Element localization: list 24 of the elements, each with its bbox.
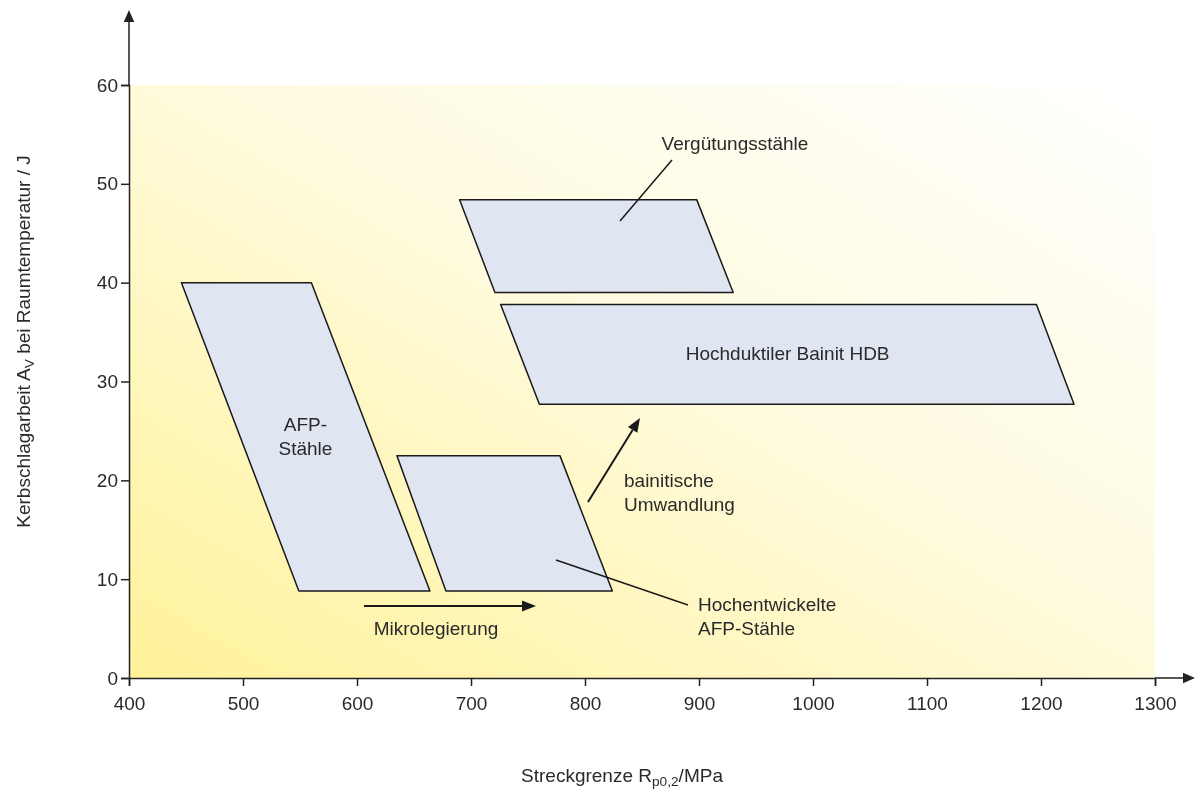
y-tick-label: 40 [96,272,118,294]
x-tick-label: 1300 [1134,692,1177,714]
x-tick-label: 900 [683,692,716,714]
x-tick-label: 1200 [1020,692,1063,714]
series-label: AFP- Stähle [278,413,333,459]
x-tick-label: 1000 [792,692,835,714]
y-tick-label: 0 [107,667,118,689]
y-tick-label: 50 [96,173,118,195]
x-axis-title: Streckgrenze R$_{p0,2}$/MPa [521,765,724,789]
annotation: Hochentwickelte AFP-Stähle [698,594,837,639]
x-tick-label: 1100 [907,692,948,714]
series-label: Hochduktiler Bainit HDB [685,343,890,365]
y-tick-label: 10 [96,568,118,590]
x-tick-label: 500 [227,692,260,714]
annotation: Mikrolegierung [373,618,499,639]
x-tick-label: 600 [341,692,374,714]
annotation: Vergütungsstähle [661,133,809,154]
y-tick-label: 30 [96,371,118,393]
x-tick-label: 400 [113,692,146,714]
x-tick-label: 700 [455,692,488,714]
y-tick-label: 20 [96,469,118,491]
x-tick-label: 800 [569,692,602,714]
y-tick-label: 60 [96,74,118,96]
annotation: bainitische Umwandlung [624,470,735,515]
